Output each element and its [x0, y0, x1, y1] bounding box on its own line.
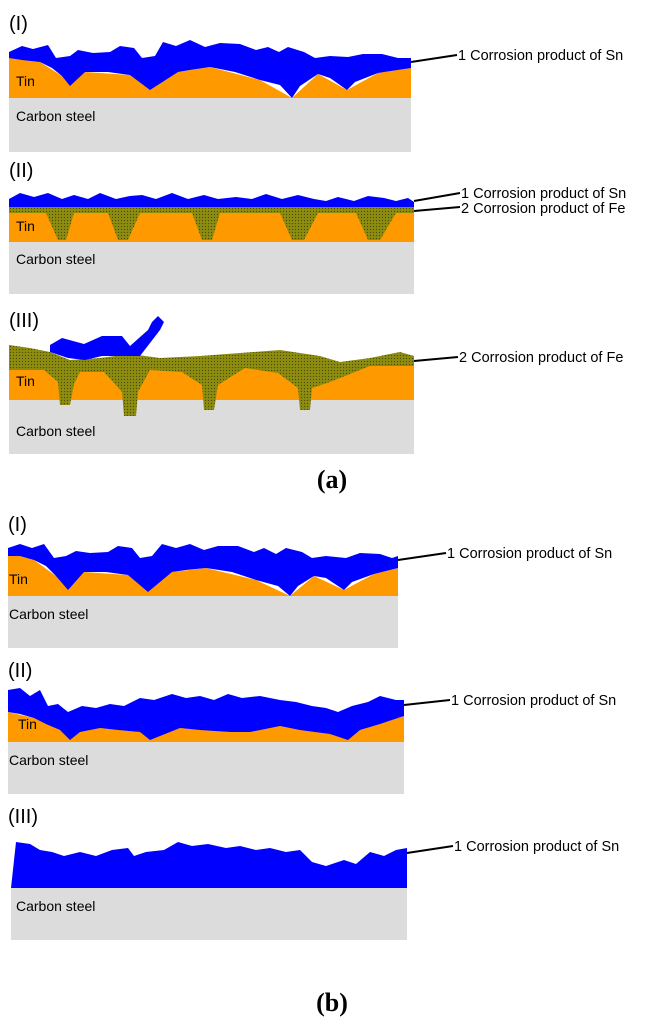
- tin-label: Tin: [18, 716, 37, 732]
- callout-leader: [413, 356, 459, 362]
- carbon-steel-label: Carbon steel: [16, 251, 95, 267]
- carbon-steel-layer: [8, 742, 404, 794]
- callout-leader: [403, 699, 451, 706]
- sn-corrosion-product: [11, 842, 407, 888]
- sn-corrosion-product: [50, 316, 164, 360]
- panel-b-stage-2: (II) Tin Carbon steel 1 Corrosion produc…: [8, 660, 616, 794]
- callout-sn-product: 1 Corrosion product of Sn: [461, 186, 626, 202]
- fe-corrosion-product: [9, 345, 414, 416]
- sn-corrosion-product: [8, 688, 404, 740]
- carbon-steel-label: Carbon steel: [9, 606, 88, 622]
- stage-label-b2: (II): [8, 660, 32, 682]
- callout-sn-product: 1 Corrosion product of Sn: [454, 839, 619, 855]
- sn-corrosion-product: [8, 544, 398, 596]
- caption-b: (b): [316, 988, 348, 1017]
- carbon-steel-layer: [9, 98, 411, 152]
- stage-label-a3: (III): [9, 310, 39, 332]
- fe-corrosion-product: [9, 207, 414, 240]
- caption-a: (a): [317, 465, 347, 494]
- carbon-steel-layer: [8, 596, 398, 648]
- tin-layer: [9, 54, 411, 98]
- tin-layer: [8, 552, 398, 596]
- callout-sn-product: 1 Corrosion product of Sn: [447, 546, 612, 562]
- tin-label: Tin: [16, 373, 35, 389]
- callout-fe-product: 2 Corrosion product of Fe: [461, 201, 625, 217]
- callout-sn-product: 1 Corrosion product of Sn: [458, 48, 623, 64]
- sn-corrosion-product: [9, 40, 411, 98]
- carbon-steel-layer: [9, 242, 414, 294]
- carbon-steel-label: Carbon steel: [16, 898, 95, 914]
- callout-leader: [413, 192, 461, 202]
- panel-b-stage-1: (I) Tin Carbon steel 1 Corrosion product…: [8, 514, 612, 648]
- callout-leader: [406, 845, 454, 854]
- panel-a-stage-1: (I) Tin Carbon steel 1 Corrosion product…: [9, 13, 623, 152]
- carbon-steel-label: Carbon steel: [16, 108, 95, 124]
- callout-leader: [410, 54, 458, 63]
- callout-fe-product: 2 Corrosion product of Fe: [459, 350, 623, 366]
- panel-b-stage-3: (III) Carbon steel 1 Corrosion product o…: [8, 806, 619, 940]
- tin-label: Tin: [16, 218, 35, 234]
- tin-label: Tin: [9, 571, 28, 587]
- tin-layer: [8, 712, 404, 742]
- stage-label-a2: (II): [9, 160, 33, 182]
- stage-label-a1: (I): [9, 13, 28, 35]
- carbon-steel-layer: [11, 888, 407, 940]
- callout-leader: [397, 552, 447, 561]
- tin-label: Tin: [16, 73, 35, 89]
- callout-leader: [413, 206, 461, 212]
- carbon-steel-label: Carbon steel: [9, 752, 88, 768]
- panel-a-stage-2: (II) Tin Carbon steel 1 Corrosion produc…: [9, 160, 626, 294]
- carbon-steel-label: Carbon steel: [16, 423, 95, 439]
- panel-a-stage-3: (III) Tin Carbon steel 2 Corrosion produ…: [9, 310, 623, 454]
- sn-corrosion-product: [9, 193, 414, 207]
- stage-label-b3: (III): [8, 806, 38, 828]
- stage-label-b1: (I): [8, 514, 27, 536]
- callout-sn-product: 1 Corrosion product of Sn: [451, 693, 616, 709]
